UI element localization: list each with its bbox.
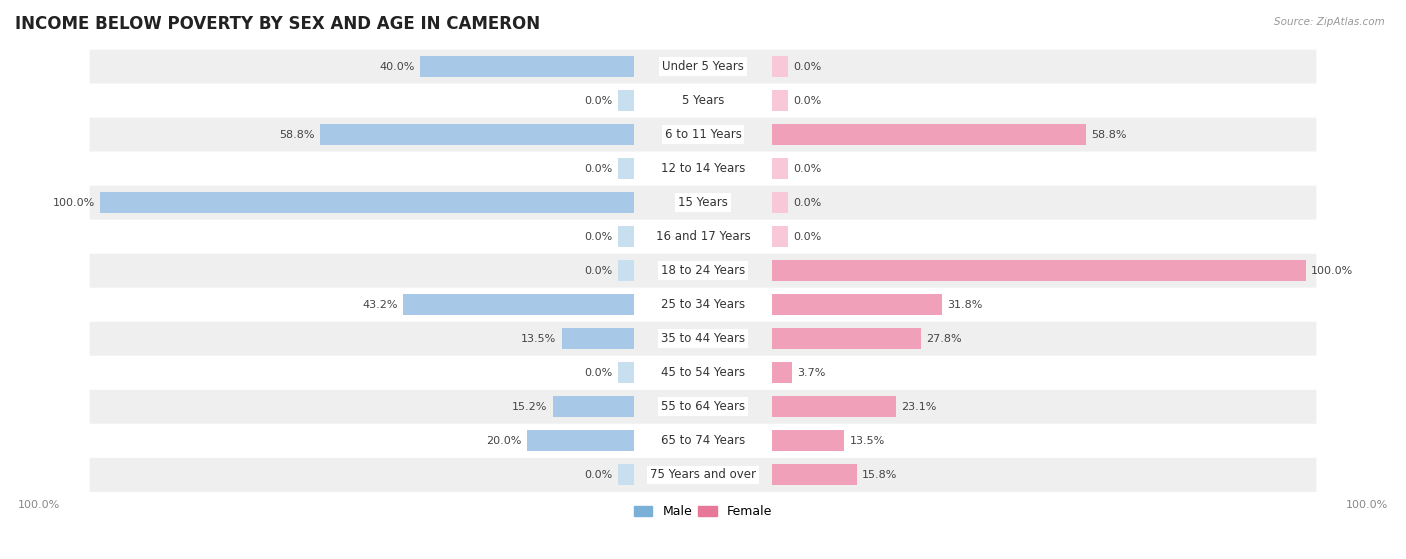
Text: 15.2%: 15.2%	[512, 402, 547, 412]
Text: 0.0%: 0.0%	[583, 164, 613, 174]
Bar	[772, 396, 896, 418]
Text: 45 to 54 Years: 45 to 54 Years	[661, 366, 745, 380]
FancyBboxPatch shape	[90, 424, 1316, 458]
Text: 13.5%: 13.5%	[849, 436, 884, 446]
Text: 13.5%: 13.5%	[522, 334, 557, 344]
Text: 3.7%: 3.7%	[797, 368, 825, 378]
Bar	[772, 124, 1085, 145]
Text: 65 to 74 Years: 65 to 74 Years	[661, 434, 745, 447]
FancyBboxPatch shape	[90, 118, 1316, 151]
Text: 12 to 14 Years: 12 to 14 Years	[661, 162, 745, 175]
FancyBboxPatch shape	[90, 356, 1316, 390]
Bar	[617, 465, 634, 485]
Text: 55 to 64 Years: 55 to 64 Years	[661, 400, 745, 413]
Bar	[420, 56, 634, 77]
Bar	[321, 124, 634, 145]
Text: 23.1%: 23.1%	[901, 402, 936, 412]
Bar	[617, 362, 634, 383]
Bar	[617, 90, 634, 111]
Text: 75 Years and over: 75 Years and over	[650, 468, 756, 481]
Bar	[617, 226, 634, 247]
Text: 25 to 34 Years: 25 to 34 Years	[661, 299, 745, 311]
Text: 100.0%: 100.0%	[53, 198, 96, 208]
FancyBboxPatch shape	[90, 151, 1316, 186]
Text: 0.0%: 0.0%	[793, 61, 823, 72]
Text: 43.2%: 43.2%	[363, 300, 398, 310]
Text: 100.0%: 100.0%	[1310, 266, 1353, 276]
Text: 58.8%: 58.8%	[1091, 130, 1126, 140]
Text: 5 Years: 5 Years	[682, 94, 724, 107]
Text: 27.8%: 27.8%	[927, 334, 962, 344]
Legend: Male, Female: Male, Female	[628, 500, 778, 523]
Bar	[100, 192, 634, 214]
Bar	[553, 396, 634, 418]
Text: 0.0%: 0.0%	[583, 470, 613, 480]
Bar	[772, 226, 789, 247]
FancyBboxPatch shape	[90, 220, 1316, 254]
Bar	[617, 260, 634, 281]
Bar	[772, 90, 789, 111]
Bar	[617, 158, 634, 179]
Text: 6 to 11 Years: 6 to 11 Years	[665, 128, 741, 141]
FancyBboxPatch shape	[90, 458, 1316, 492]
Text: 31.8%: 31.8%	[948, 300, 983, 310]
Text: 0.0%: 0.0%	[793, 164, 823, 174]
FancyBboxPatch shape	[90, 288, 1316, 322]
Bar	[772, 362, 792, 383]
Text: INCOME BELOW POVERTY BY SEX AND AGE IN CAMERON: INCOME BELOW POVERTY BY SEX AND AGE IN C…	[15, 15, 540, 33]
Text: 40.0%: 40.0%	[380, 61, 415, 72]
Bar	[527, 430, 634, 451]
Text: 0.0%: 0.0%	[793, 198, 823, 208]
Bar	[772, 158, 789, 179]
Bar	[772, 430, 845, 451]
Text: 35 to 44 Years: 35 to 44 Years	[661, 332, 745, 345]
Text: 100.0%: 100.0%	[18, 500, 60, 510]
Bar	[772, 56, 789, 77]
Text: 58.8%: 58.8%	[280, 130, 315, 140]
Text: 15 Years: 15 Years	[678, 196, 728, 209]
Text: 0.0%: 0.0%	[583, 368, 613, 378]
Text: 0.0%: 0.0%	[583, 266, 613, 276]
Bar	[772, 192, 789, 214]
FancyBboxPatch shape	[90, 84, 1316, 118]
FancyBboxPatch shape	[90, 322, 1316, 356]
Text: Under 5 Years: Under 5 Years	[662, 60, 744, 73]
Text: 0.0%: 0.0%	[583, 96, 613, 106]
Text: 15.8%: 15.8%	[862, 470, 897, 480]
FancyBboxPatch shape	[90, 254, 1316, 288]
FancyBboxPatch shape	[90, 186, 1316, 220]
Bar	[772, 465, 856, 485]
Bar	[561, 328, 634, 349]
Bar	[772, 294, 942, 315]
Text: 0.0%: 0.0%	[793, 96, 823, 106]
Text: 20.0%: 20.0%	[486, 436, 522, 446]
Bar	[404, 294, 634, 315]
FancyBboxPatch shape	[90, 390, 1316, 424]
Bar	[772, 260, 1306, 281]
Text: 100.0%: 100.0%	[1346, 500, 1388, 510]
Text: 16 and 17 Years: 16 and 17 Years	[655, 230, 751, 243]
FancyBboxPatch shape	[90, 50, 1316, 84]
Text: Source: ZipAtlas.com: Source: ZipAtlas.com	[1274, 17, 1385, 27]
Bar	[772, 328, 921, 349]
Text: 0.0%: 0.0%	[583, 232, 613, 241]
Text: 18 to 24 Years: 18 to 24 Years	[661, 264, 745, 277]
Text: 0.0%: 0.0%	[793, 232, 823, 241]
